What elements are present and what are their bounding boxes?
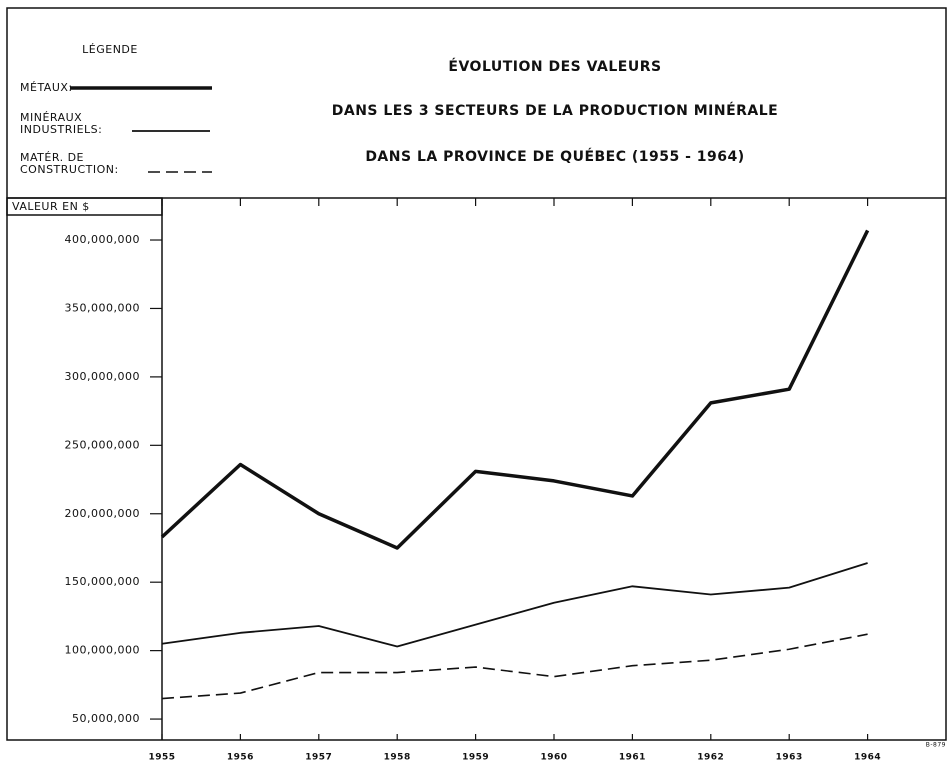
y-axis-label: VALEUR EN $: [12, 200, 90, 213]
y-tick-label: 250,000,000: [65, 438, 140, 451]
y-tick-label: 100,000,000: [65, 644, 140, 657]
y-tick-label: 350,000,000: [65, 301, 140, 314]
series-line: [161, 633, 868, 700]
x-tick-label: 1962: [697, 753, 724, 763]
y-tick-label: 400,000,000: [65, 233, 140, 246]
x-tick-label: 1960: [540, 753, 567, 763]
series-line: [161, 562, 868, 648]
annotation: B-879: [926, 742, 946, 749]
chart-title: DANS LA PROVINCE DE QUÉBEC (1955 - 1964): [365, 148, 744, 165]
series-line: [160, 229, 870, 550]
x-tick-label: 1957: [305, 753, 332, 763]
x-tick-label: 1956: [227, 753, 254, 763]
x-tick-label: 1955: [148, 753, 175, 763]
x-tick-label: 1959: [462, 753, 489, 763]
x-tick-label: 1958: [384, 753, 411, 763]
chart-title: ÉVOLUTION DES VALEURS: [448, 58, 661, 75]
y-tick-label: 200,000,000: [65, 507, 140, 520]
y-tick-label: 300,000,000: [65, 370, 140, 383]
legend-label: MINÉRAUX INDUSTRIELS:: [20, 111, 102, 136]
legend-label: MÉTAUX:: [20, 81, 73, 94]
y-tick-label: 50,000,000: [72, 712, 140, 725]
legend-label: MATÉR. DE CONSTRUCTION:: [20, 151, 119, 176]
text-line: INDUSTRIELS:: [20, 123, 102, 136]
x-tick-label: 1964: [854, 753, 881, 763]
y-tick-label: 150,000,000: [65, 575, 140, 588]
text-line: MINÉRAUX: [20, 111, 82, 124]
chart-title: DANS LES 3 SECTEURS DE LA PRODUCTION MIN…: [332, 102, 779, 119]
x-tick-label: 1963: [776, 753, 803, 763]
x-tick-label: 1961: [619, 753, 646, 763]
legend-title: LÉGENDE: [82, 43, 138, 56]
frame: [6, 7, 947, 741]
text-line: MATÉR. DE: [20, 151, 84, 164]
text-line: CONSTRUCTION:: [20, 163, 119, 176]
